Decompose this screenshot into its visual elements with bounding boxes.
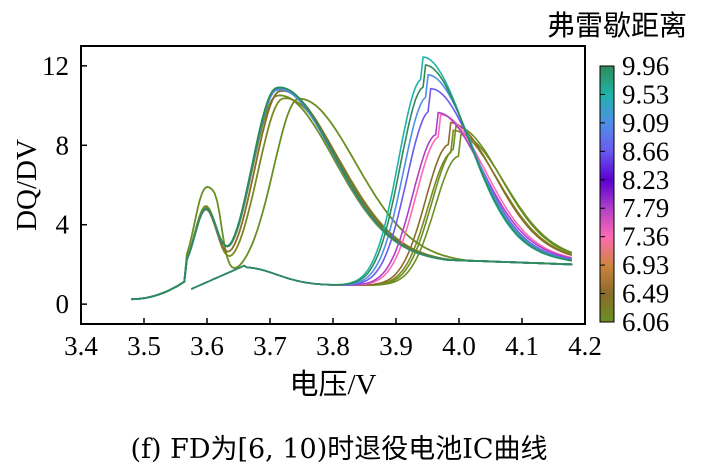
- colorbar-gradient: [599, 65, 615, 323]
- x-tick-label: 4.2: [568, 331, 602, 361]
- y-tick-label: 0: [56, 289, 70, 319]
- x-tick-label: 3.6: [190, 331, 224, 361]
- y-axis-label: DQ/DV: [11, 139, 43, 231]
- x-tick-label: 4.1: [505, 331, 539, 361]
- x-tick-label: 3.9: [379, 331, 413, 361]
- y-tick-label: 4: [56, 210, 70, 240]
- curves: [131, 56, 573, 301]
- charge-curve: [131, 97, 573, 301]
- x-tick-label: 3.8: [316, 331, 350, 361]
- x-tick-label: 3.4: [64, 331, 98, 361]
- colorbar-tick-label: 6.49: [622, 279, 669, 309]
- colorbar-tick-label: 7.36: [622, 222, 669, 252]
- x-axis-label: 电压/V: [289, 368, 376, 401]
- y-axis-ticks: 0 4 8 12: [42, 51, 87, 319]
- charge-curve: [131, 97, 573, 301]
- colorbar-tick-label: 7.79: [622, 193, 669, 223]
- colorbar-ticks: 9.969.539.098.668.237.797.366.936.496.06: [600, 51, 669, 337]
- colorbar-tick-label: 6.93: [622, 250, 669, 280]
- discharge-curve: [190, 64, 572, 290]
- x-axis-ticks: 3.4 3.5 3.6 3.7 3.8 3.9 4.0 4.1 4.2: [64, 318, 602, 361]
- x-tick-label: 3.5: [127, 331, 161, 361]
- charge-curve: [131, 86, 573, 301]
- x-tick-label: 4.0: [442, 331, 476, 361]
- colorbar-tick-label: 9.96: [622, 51, 669, 81]
- colorbar: 9.969.539.098.668.237.797.366.936.496.06…: [547, 9, 687, 337]
- colorbar-tick-label: 9.09: [622, 108, 669, 138]
- colorbar-tick-label: 9.53: [622, 79, 669, 109]
- plot-frame: [80, 45, 586, 325]
- figure-caption: (f) FD为[6, 10)时退役电池IC曲线: [130, 434, 547, 465]
- y-tick-label: 12: [42, 51, 69, 81]
- colorbar-tick-label: 6.06: [622, 307, 669, 337]
- colorbar-tick-label: 8.66: [622, 136, 669, 166]
- plot-area: 3.4 3.5 3.6 3.7 3.8 3.9 4.0 4.1 4.2 0 4 8 12: [42, 45, 602, 361]
- colorbar-tick-label: 8.23: [622, 165, 669, 195]
- colorbar-title: 弗雷歇距离: [547, 9, 687, 42]
- y-tick-label: 8: [56, 130, 70, 160]
- x-tick-label: 3.7: [253, 331, 287, 361]
